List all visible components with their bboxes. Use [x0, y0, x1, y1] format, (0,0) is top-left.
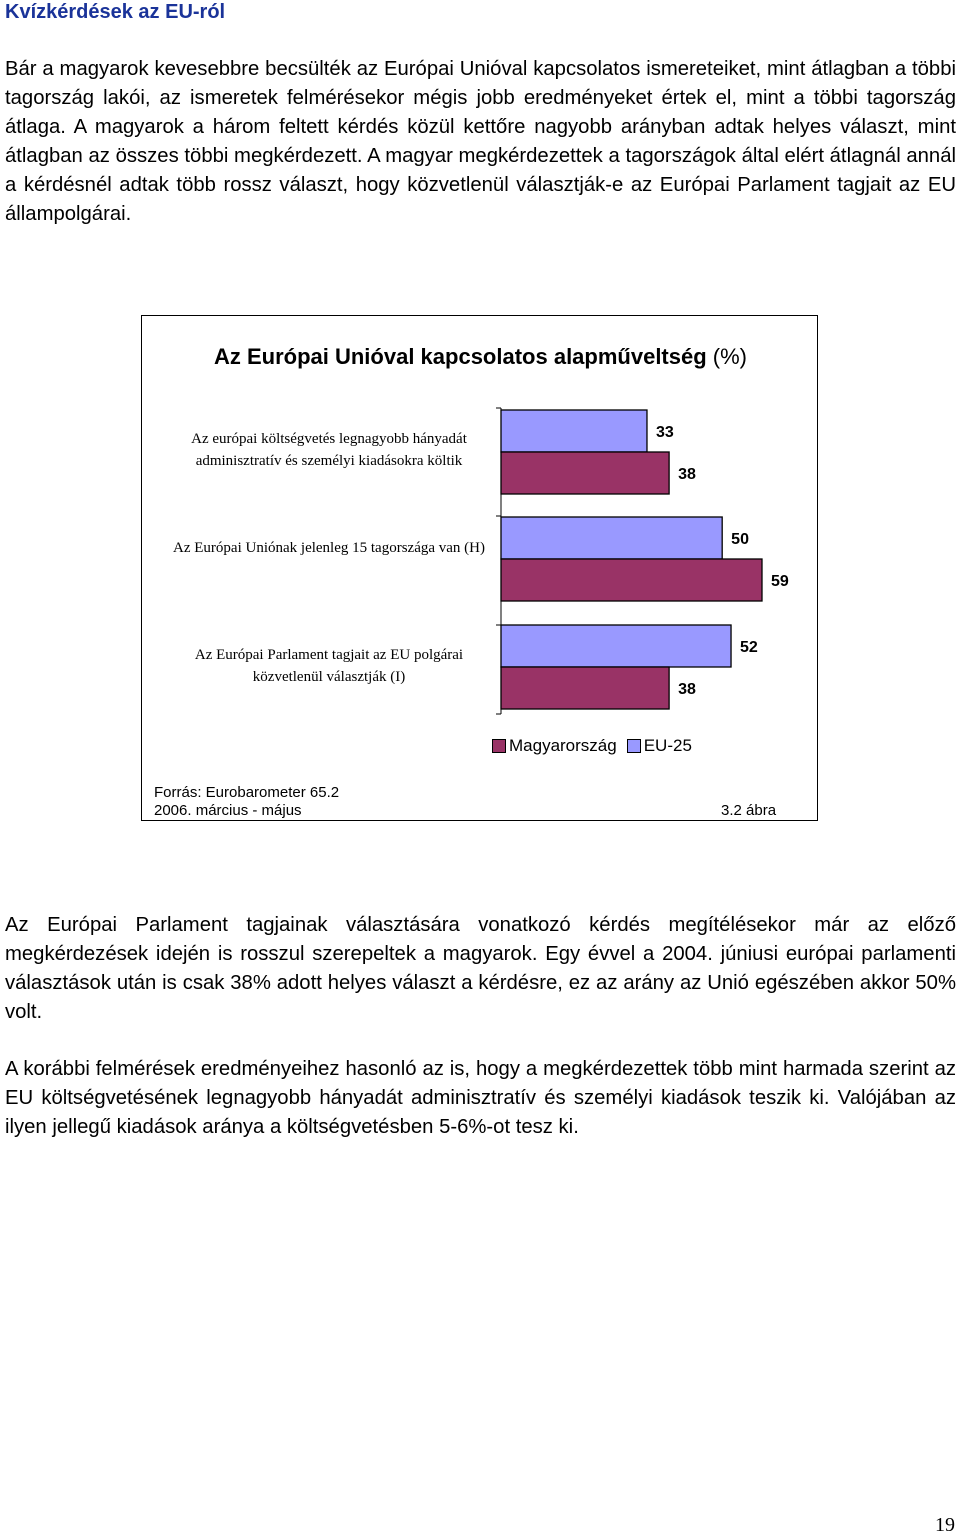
legend-label-eu25: EU-25	[643, 736, 692, 755]
data-label-eu25-2: 52	[740, 639, 758, 656]
bar-eu25-2	[500, 624, 732, 668]
chart-source: Forrás: Eurobarometer 65.2	[154, 784, 340, 801]
chart-legend: Magyarország EU-25	[492, 735, 702, 757]
data-label-hungary-1: 59	[771, 573, 789, 590]
bar-chart: 33 38 50 59 52 38	[496, 407, 789, 715]
paragraph-budget: A korábbi felmérések eredményeihez hason…	[5, 1058, 956, 1138]
bar-eu25-1	[500, 516, 723, 560]
chart-title-unit: (%)	[712, 344, 748, 369]
legend-label-hungary: Magyarország	[509, 736, 617, 755]
chart-figure: Az Európai Unióval kapcsolatos alapművel…	[141, 315, 818, 821]
data-label-hungary-0: 38	[678, 466, 696, 483]
page-heading: Kvízkérdések az EU-ról	[5, 1, 226, 23]
bar-hungary-1	[500, 558, 763, 602]
intro-paragraph: Bár a magyarok kevesebbre becsülték az E…	[5, 58, 956, 225]
bar-hungary-0	[500, 451, 670, 495]
category-label-parliament: Az Európai Parlament tagjait az EU polgá…	[194, 647, 464, 685]
data-label-eu25-0: 33	[656, 424, 674, 441]
chart-title-main: Az Európai Unióval kapcsolatos alapművel…	[213, 344, 707, 369]
paragraph-parliament: Az Európai Parlament tagjainak választás…	[5, 914, 956, 1023]
bar-hungary-2	[500, 666, 670, 710]
chart-period: 2006. március - május	[154, 802, 302, 819]
page-number: 19	[935, 1514, 955, 1536]
data-label-eu25-1: 50	[731, 531, 749, 548]
legend-swatch-hungary	[492, 739, 506, 753]
data-label-hungary-2: 38	[678, 681, 696, 698]
bar-eu25-0	[500, 409, 648, 453]
category-label-budget: Az európai költségvetés legnagyobb hánya…	[191, 431, 467, 469]
legend-item-eu25: EU-25	[626, 735, 692, 757]
figure-label: 3.2 ábra	[721, 802, 777, 819]
legend-item-hungary: Magyarország	[492, 735, 617, 757]
category-label-members: Az Európai Uniónak jelenleg 15 tagország…	[173, 540, 485, 556]
legend-swatch-eu25	[626, 739, 641, 753]
chart-title: Az Európai Unióval kapcsolatos alapművel…	[142, 344, 819, 370]
